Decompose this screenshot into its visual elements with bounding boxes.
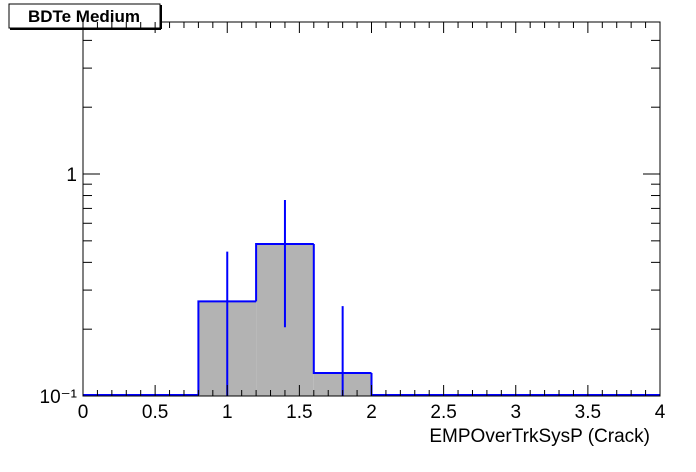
histogram-outline bbox=[255, 242, 314, 302]
chart-title: BDTe Medium bbox=[28, 7, 140, 26]
x-axis-label: EMPOverTrkSysP (Crack) bbox=[429, 426, 650, 447]
x-tick-label: 0 bbox=[78, 402, 89, 423]
title-box bbox=[8, 3, 161, 29]
x-tick-label: 3.5 bbox=[575, 402, 601, 423]
x-tick-label: 1.5 bbox=[286, 402, 312, 423]
x-tick-label: 3 bbox=[510, 402, 521, 423]
y-tick-label: 1 bbox=[66, 165, 77, 186]
x-tick-label: 0.5 bbox=[142, 402, 168, 423]
x-tick-label: 2 bbox=[366, 402, 377, 423]
y-tick-label: 10⁻¹ bbox=[40, 387, 78, 408]
x-tick-label: 4 bbox=[655, 402, 666, 423]
histogram-outline bbox=[312, 243, 372, 374]
x-tick-label: 1 bbox=[222, 402, 233, 423]
histogram-outline bbox=[197, 300, 257, 395]
x-tick-label: 2.5 bbox=[430, 402, 456, 423]
